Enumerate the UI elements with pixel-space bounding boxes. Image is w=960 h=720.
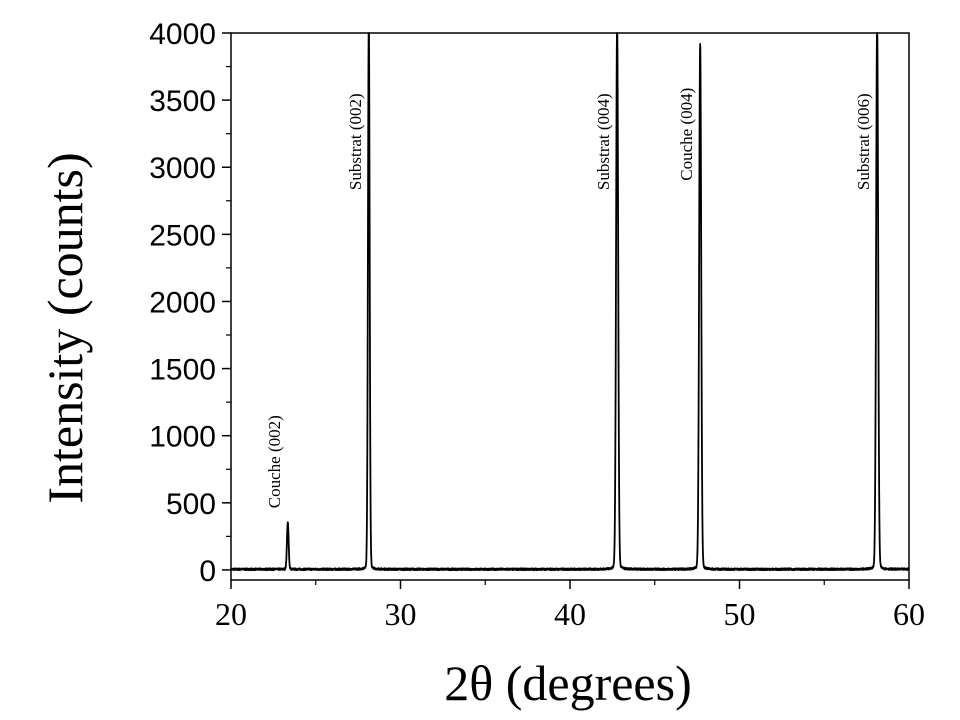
x-tick-label: 50 [724,596,756,632]
y-tick-label: 1500 [149,354,216,387]
plot-frame [230,32,910,581]
peak-label: Substrat (006) [854,93,873,190]
plot-marks: 0 500 1000 1500 2000 2500 3000 3500 4000 20 30 40 50… [149,18,925,632]
x-tick-label: 30 [385,596,417,632]
x-tick-label: 40 [554,596,586,632]
x-tick-label: 60 [893,596,925,632]
y-tick-label: 3500 [149,85,216,118]
y-tick-label: 2000 [149,286,216,319]
y-tick-label: 500 [166,488,216,521]
peak-label: Substrat (004) [594,93,613,190]
peak-label: Couche (004) [677,88,696,181]
y-tick-label: 4000 [149,18,216,51]
x-tick-label: 20 [215,596,247,632]
y-axis-title: Intensity (counts) [37,152,93,503]
y-tick-label: 3000 [149,152,216,185]
peak-label: Couche (002) [265,415,284,508]
y-tick-label: 0 [199,555,216,588]
y-tick-label: 2500 [149,219,216,252]
x-axis-title: 2θ (degrees) [444,655,691,711]
peak-label: Substrat (002) [346,93,365,190]
y-tick-label: 1000 [149,421,216,454]
xrd-pattern-line [230,32,910,572]
